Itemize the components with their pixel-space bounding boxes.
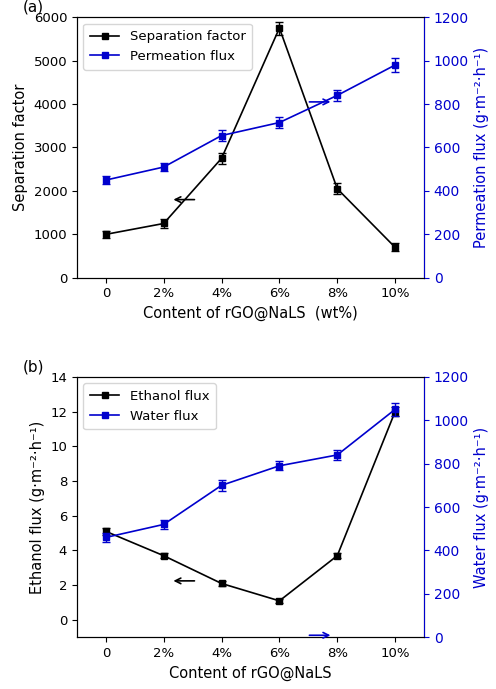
X-axis label: Content of rGO@NaLS: Content of rGO@NaLS [169,666,332,681]
Text: (a): (a) [23,0,44,14]
Legend: Ethanol flux, Water flux: Ethanol flux, Water flux [83,383,216,429]
Y-axis label: Water flux (g·m⁻²·h⁻¹): Water flux (g·m⁻²·h⁻¹) [475,426,490,588]
Text: (b): (b) [23,359,45,374]
Y-axis label: Permeation flux (g·m⁻²·h⁻¹): Permeation flux (g·m⁻²·h⁻¹) [475,47,490,248]
Y-axis label: Separation factor: Separation factor [13,84,28,212]
X-axis label: Content of rGO@NaLS  (wt%): Content of rGO@NaLS (wt%) [143,306,358,321]
Y-axis label: Ethanol flux (g·m⁻²·h⁻¹): Ethanol flux (g·m⁻²·h⁻¹) [30,420,45,594]
Legend: Separation factor, Permeation flux: Separation factor, Permeation flux [83,24,252,70]
